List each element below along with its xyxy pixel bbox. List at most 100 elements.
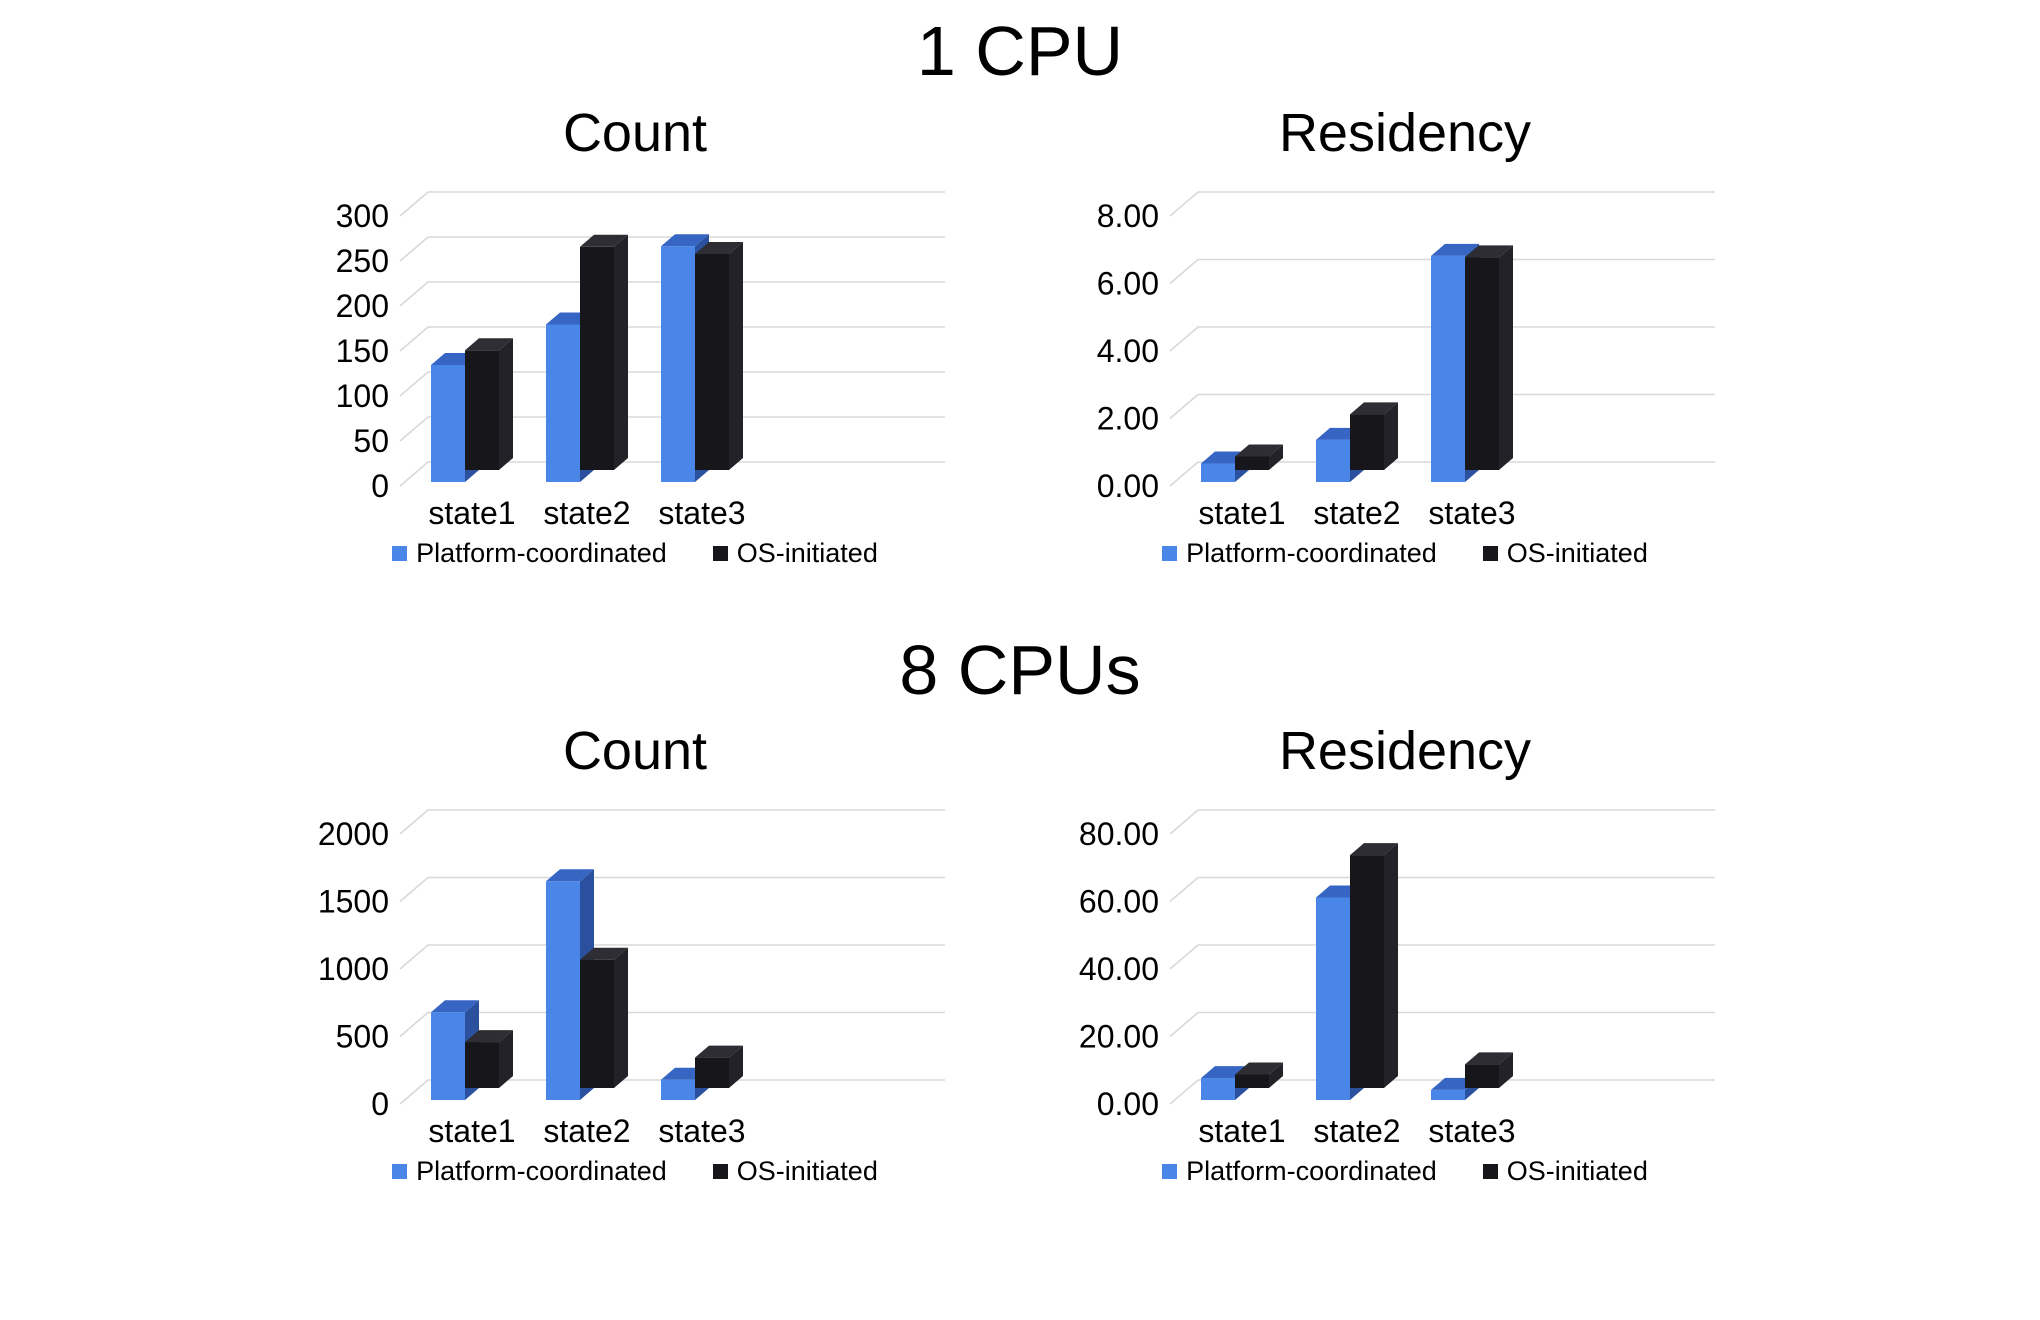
chart-title: Residency <box>1278 102 1532 163</box>
bar-front-s1-state1 <box>465 349 499 470</box>
category-label: state2 <box>543 1113 630 1149</box>
y-tick-label: 0.00 <box>1097 468 1159 504</box>
legend-swatch-os-icon <box>1482 1164 1498 1180</box>
category-label: state3 <box>1428 1113 1515 1149</box>
legend-item-platform: Platform-coordinated <box>1162 538 1437 569</box>
bar-front-s1-state3 <box>1465 1064 1499 1089</box>
y-tick-label: 100 <box>336 378 389 414</box>
legend: Platform-coordinated OS-initiated <box>305 1156 965 1187</box>
category-label: state2 <box>1313 495 1400 531</box>
legend-label-os: OS-initiated <box>736 537 878 568</box>
category-label: state1 <box>1198 495 1285 531</box>
y-tick-label: 0 <box>371 1086 389 1122</box>
bar-side-s1-state1 <box>1269 1062 1283 1089</box>
gridline <box>399 460 945 487</box>
bar-side-s1-state2 <box>1384 401 1398 470</box>
chart-1cpu-count: Count 0 50 100 150 200 250 300 state1 state2 stat… <box>305 98 965 569</box>
gridline <box>399 944 945 970</box>
category-label: state3 <box>658 495 745 531</box>
y-tick-label: 0 <box>371 468 389 504</box>
section-title-8cpus: 8 CPUs <box>899 630 1141 709</box>
gridline <box>399 415 945 442</box>
bar-front-s0-state3 <box>661 245 695 482</box>
bar-front-s1-state1 <box>1235 1074 1269 1089</box>
legend-label-os: OS-initiated <box>736 1156 878 1187</box>
bar-side-s1-state3 <box>1499 244 1513 470</box>
bar-plot-8cpus-count: 0 500 1000 1500 2000 state1 state2 state3 <box>318 809 945 1149</box>
legend-label-os: OS-initiated <box>1506 1156 1648 1187</box>
legend-swatch-platform-icon <box>392 1164 408 1180</box>
bar-front-s1-state3 <box>1465 256 1499 470</box>
gridline <box>1169 190 1715 217</box>
gridline <box>1169 393 1715 419</box>
y-tick-label: 150 <box>336 333 389 369</box>
bar-side-s1-state2 <box>1384 843 1398 1089</box>
y-tick-label: 80.00 <box>1079 816 1159 852</box>
y-tick-label: 1500 <box>318 884 389 920</box>
legend-swatch-os-icon <box>1482 545 1498 561</box>
bar-top-s1-state1 <box>465 1030 513 1043</box>
chart-title: Residency <box>1278 721 1532 782</box>
chart-8cpus-count: Count 0 500 1000 1500 2000 state1 state2 state3… <box>305 716 965 1187</box>
bar-side-s1-state3 <box>1499 1052 1513 1089</box>
bar-top-s0-state3 <box>661 233 709 246</box>
bar-front-s1-state3 <box>695 1057 729 1089</box>
bar-side-s1-state2 <box>614 947 628 1089</box>
legend-item-os: OS-initiated <box>1482 538 1648 569</box>
category-label: state1 <box>1198 1113 1285 1149</box>
y-tick-label: 4.00 <box>1097 333 1159 369</box>
bar-side-s1-state3 <box>729 241 743 470</box>
y-tick-label: 0.00 <box>1097 1086 1159 1122</box>
bar-side-s1-state1 <box>499 1030 513 1089</box>
bar-plot-1cpu-count: 0 50 100 150 200 250 300 state1 state2 state3 <box>336 190 945 531</box>
bar-top-s1-state2 <box>1350 401 1398 414</box>
gridline <box>399 1011 945 1038</box>
y-tick-label: 50 <box>353 423 389 459</box>
bar-top-s1-state1 <box>1235 1062 1283 1075</box>
legend-item-platform: Platform-coordinated <box>392 1156 667 1187</box>
gridline <box>399 876 945 903</box>
bar-side-s1-state2 <box>614 234 628 470</box>
category-label: state2 <box>543 495 630 531</box>
bar-side-s1-state1 <box>499 337 513 470</box>
y-tick-label: 250 <box>336 243 389 279</box>
legend-label-platform: Platform-coordinated <box>416 537 667 568</box>
chart-1cpu-residency: Residency 0.00 2.00 4.00 6.00 8.00 state1 stat… <box>1075 98 1735 569</box>
bar-front-s1-state2 <box>1350 855 1384 1089</box>
section-title-1cpu: 1 CPU <box>916 12 1124 90</box>
gridline <box>1169 1011 1715 1038</box>
gridline <box>1169 809 1715 835</box>
bar-top-s1-state2 <box>580 947 628 960</box>
bar-front-s0-state1 <box>431 1012 465 1101</box>
y-tick-label: 300 <box>336 198 389 234</box>
legend-item-os: OS-initiated <box>712 537 878 569</box>
legend-swatch-platform-icon <box>1162 1164 1178 1180</box>
gridline <box>1169 1079 1715 1105</box>
bar-front-s1-state2 <box>580 246 614 470</box>
y-tick-label: 2.00 <box>1097 400 1159 436</box>
bar-top-s1-state3 <box>695 241 743 254</box>
bar-front-s1-state1 <box>1235 456 1269 470</box>
y-tick-label: 20.00 <box>1079 1019 1159 1055</box>
bar-top-s1-state1 <box>465 337 513 350</box>
bar-front-s1-state3 <box>695 253 729 470</box>
bar-front-s0-state2 <box>546 881 580 1101</box>
legend-item-os: OS-initiated <box>1482 1156 1648 1187</box>
gridline <box>399 370 945 397</box>
category-label: state2 <box>1313 1113 1400 1149</box>
gridline <box>399 809 945 835</box>
bar-front-s0-state3 <box>661 1079 695 1101</box>
gridline <box>1169 325 1715 352</box>
gridline <box>399 235 945 262</box>
gridline <box>1169 258 1715 284</box>
gridline <box>1169 944 1715 970</box>
bar-top-s1-state3 <box>695 1045 743 1058</box>
y-tick-label: 500 <box>336 1019 389 1055</box>
gridline <box>399 280 945 307</box>
bar-top-s1-state1 <box>1235 444 1283 457</box>
bar-top-s0-state2 <box>546 869 594 882</box>
gridline <box>1169 460 1715 487</box>
y-tick-label: 2000 <box>318 816 389 852</box>
bar-top-s1-state2 <box>580 234 628 247</box>
